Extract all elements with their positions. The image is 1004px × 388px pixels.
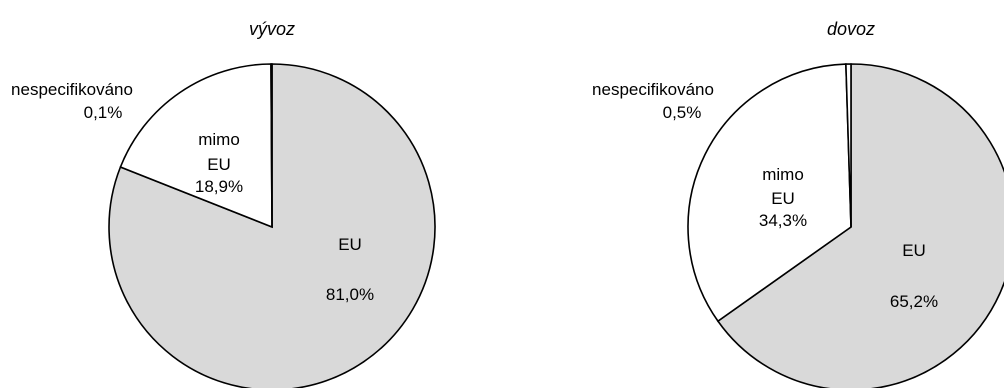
slice-label-non-eu-line1: mimo [762,165,804,184]
slice-value-non-eu: 18,9% [195,177,243,196]
slice-label-eu: EU [338,235,362,254]
slice-label-non-eu-line2: EU [771,189,795,208]
chart-title: dovoz [827,19,875,39]
slice-value-eu: 65,2% [890,292,938,311]
pie-slice-non-eu [119,63,273,229]
slice-label-eu: EU [902,241,926,260]
slice-label-unspecified: nespecifikováno [11,80,133,99]
slice-value-non-eu: 34,3% [759,211,807,230]
slice-value-eu: 81,0% [326,285,374,304]
pie-slice-eu [716,63,1004,388]
slice-label-non-eu-line1: mimo [198,130,240,149]
slice-label-unspecified: nespecifikováno [592,80,714,99]
slice-value-unspecified: 0,1% [84,103,123,122]
slice-value-unspecified: 0,5% [663,103,702,122]
slice-label-non-eu-line2: EU [207,155,231,174]
pie-slice-unspecified [845,63,852,228]
pie-slice-non-eu [687,63,852,323]
pie-chart-import: dovoz EU 65,2% mimo EU 34,3% nespecifiko… [592,19,1004,388]
chart-title: vývoz [249,19,295,39]
pie-slice-unspecified [270,63,273,228]
pie-chart-export: vývoz EU 81,0% mimo EU 18,9% nespecifiko… [11,19,436,388]
